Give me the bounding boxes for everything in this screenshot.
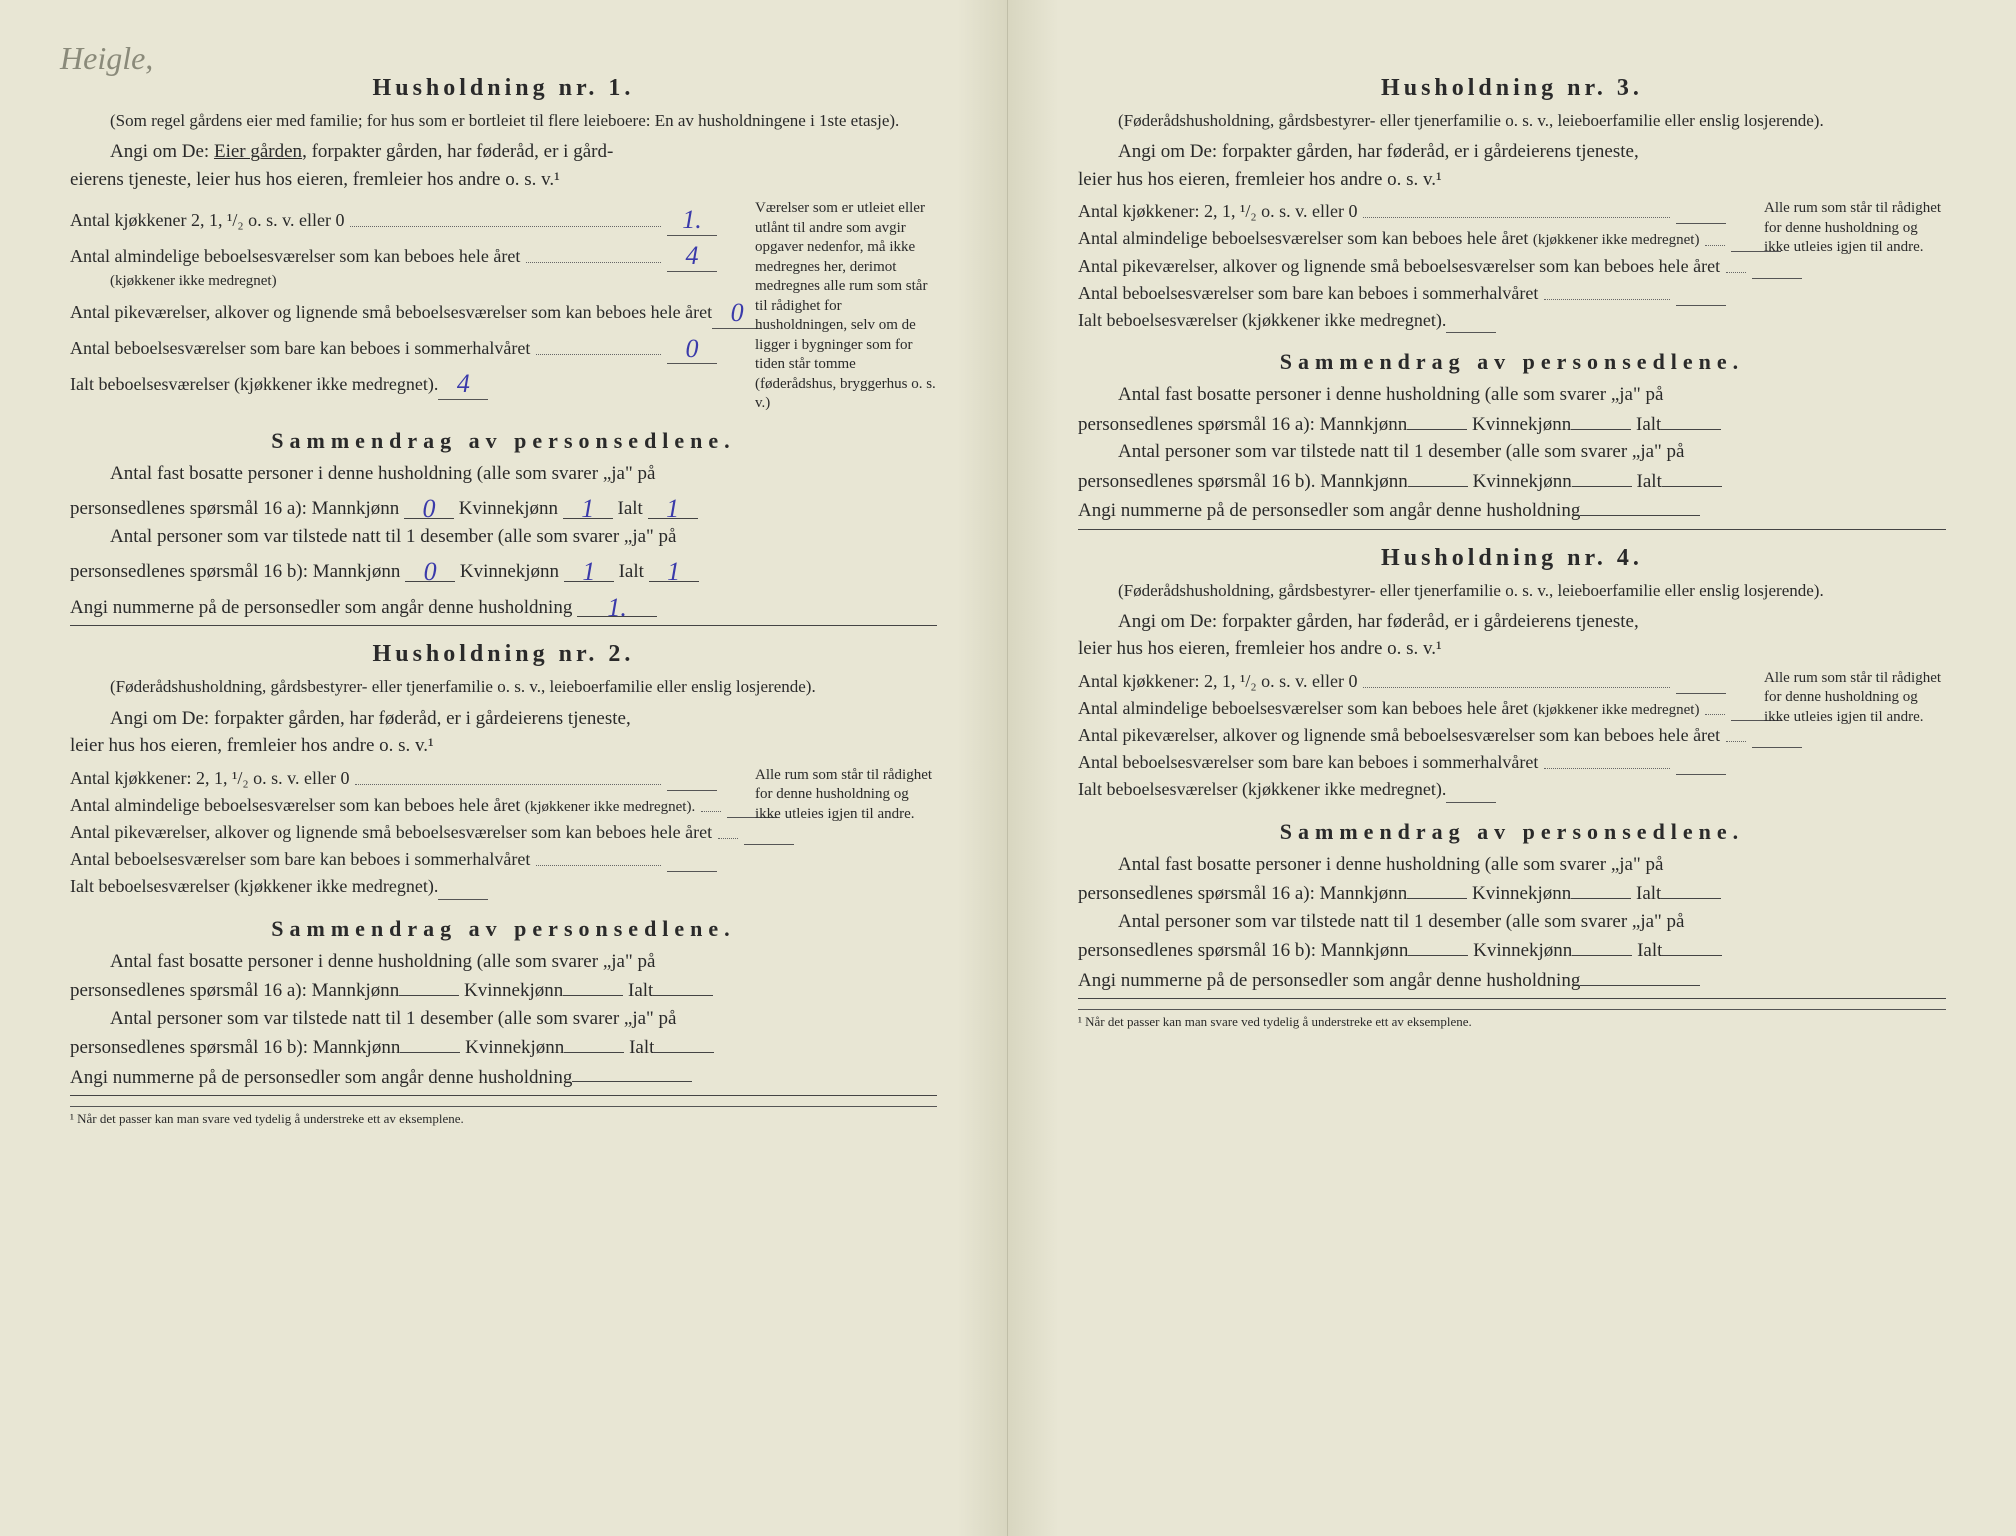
household-1: Husholdning nr. 1. (Som regel gårdens ei…	[70, 75, 937, 626]
hh1-rooms-summer: Antal beboelsesværelser som bare kan beb…	[70, 328, 717, 362]
footnote-left: ¹ Når det passer kan man svare ved tydel…	[70, 1106, 937, 1127]
margin-handwriting: Heigle,	[60, 40, 153, 77]
hh1-sidenote: Værelser som er utleiet eller utlånt til…	[737, 199, 937, 414]
hh1-nummer: Angi nummerne på de personsedler som ang…	[70, 586, 937, 627]
hh1-kjokken: Antal kjøkkener 2, 1, ¹/₂ o. s. v. eller…	[70, 199, 717, 233]
hh1-angi: Angi om De: Eier gården, forpakter gårde…	[70, 138, 937, 166]
household-3: Husholdning nr. 3. (Føderådshusholdning,…	[1078, 75, 1946, 530]
page-right: Husholdning nr. 3. (Føderådshusholdning,…	[1008, 0, 2016, 1536]
hh1-angi2: eierens tjeneste, leier hus hos eieren, …	[70, 166, 937, 194]
page-left: Heigle, Husholdning nr. 1. (Som regel gå…	[0, 0, 1008, 1536]
hh1-subtitle: (Som regel gårdens eier med familie; for…	[70, 110, 937, 132]
hh1-title: Husholdning nr. 1.	[70, 75, 937, 102]
footnote-right: ¹ Når det passer kan man svare ved tydel…	[1078, 1009, 1946, 1030]
hh1-rooms-total: Ialt beboelsesværelser (kjøkkener ikke m…	[70, 363, 717, 397]
hh1-rooms-small: Antal pikeværelser, alkover og lignende …	[70, 292, 717, 326]
hh2-angi: Angi om De: forpakter gården, har føderå…	[70, 705, 937, 733]
hh2-subtitle: (Føderådshusholdning, gårdsbestyrer- ell…	[70, 676, 937, 698]
household-4: Husholdning nr. 4. (Føderådshusholdning,…	[1078, 545, 1946, 1000]
hh1-sum-row1: personsedlenes spørsmål 16 a): Mannkjønn…	[70, 487, 937, 523]
hh1-summary-title: Sammendrag av personsedlene.	[70, 428, 937, 454]
hh2-sidenote: Alle rum som står til rådighet for denne…	[737, 766, 937, 902]
hh2-title: Husholdning nr. 2.	[70, 641, 937, 668]
hh1-rooms-block: Antal kjøkkener 2, 1, ¹/₂ o. s. v. eller…	[70, 199, 937, 414]
hh1-sum-row2: personsedlenes spørsmål 16 b): Mannkjønn…	[70, 550, 937, 586]
household-2: Husholdning nr. 2. (Føderådshusholdning,…	[70, 641, 937, 1096]
document-spread: Heigle, Husholdning nr. 1. (Som regel gå…	[0, 0, 2016, 1536]
hh1-rooms-year: Antal almindelige beboelsesværelser som …	[70, 235, 717, 269]
hh2-rooms-block: Antal kjøkkener: 2, 1, ¹/₂ o. s. v. elle…	[70, 766, 937, 902]
